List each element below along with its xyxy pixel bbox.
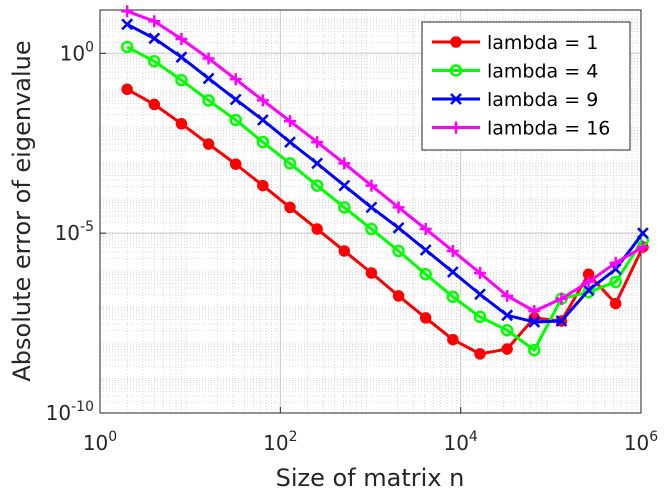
x-tick-label: 100 xyxy=(83,429,117,455)
marker xyxy=(365,179,378,192)
marker xyxy=(419,223,432,236)
marker xyxy=(229,93,242,106)
marker xyxy=(202,138,215,150)
marker xyxy=(636,241,649,254)
marker xyxy=(365,201,378,214)
marker xyxy=(202,52,215,65)
y-tick-label: 100 xyxy=(60,39,94,65)
marker xyxy=(120,40,134,54)
marker xyxy=(609,275,622,289)
marker xyxy=(555,292,568,305)
marker xyxy=(338,245,351,257)
marker xyxy=(446,266,459,278)
marker xyxy=(175,32,188,45)
marker xyxy=(500,323,514,337)
marker xyxy=(528,305,541,318)
marker xyxy=(121,83,133,96)
marker xyxy=(419,312,432,324)
x-tick-label: 106 xyxy=(624,429,658,455)
marker xyxy=(609,256,622,269)
marker xyxy=(310,179,324,192)
marker xyxy=(148,32,161,45)
legend-label: lambda = 4 xyxy=(487,61,598,83)
marker xyxy=(256,135,270,149)
marker xyxy=(256,94,269,107)
marker xyxy=(528,343,541,357)
marker xyxy=(636,227,649,240)
marker xyxy=(229,73,242,86)
x-tick-label: 102 xyxy=(263,429,297,455)
marker xyxy=(392,222,405,234)
marker xyxy=(473,310,487,324)
marker xyxy=(229,158,242,170)
marker xyxy=(175,73,188,87)
marker xyxy=(338,157,351,170)
marker xyxy=(450,93,462,105)
marker xyxy=(450,36,462,48)
marker xyxy=(311,136,324,149)
marker xyxy=(446,290,460,304)
marker xyxy=(501,343,513,355)
legend-label: lambda = 16 xyxy=(487,118,610,140)
marker xyxy=(365,222,378,236)
marker xyxy=(419,268,432,281)
marker xyxy=(474,267,486,280)
marker xyxy=(609,297,622,310)
marker xyxy=(392,290,405,302)
marker xyxy=(284,136,296,148)
marker xyxy=(501,289,514,302)
y-tick-label: 10-5 xyxy=(55,219,94,245)
marker xyxy=(202,72,215,85)
marker xyxy=(311,223,323,235)
x-tick-label: 104 xyxy=(443,429,477,455)
marker xyxy=(257,179,269,192)
marker xyxy=(392,201,405,214)
marker xyxy=(121,18,134,31)
marker xyxy=(447,333,459,346)
plot-frame xyxy=(99,9,642,414)
legend-label: lambda = 9 xyxy=(487,89,598,111)
marker xyxy=(121,5,134,18)
marker xyxy=(202,94,215,107)
marker xyxy=(582,275,595,288)
marker xyxy=(446,244,459,257)
marker xyxy=(338,179,351,192)
marker xyxy=(365,267,378,279)
marker xyxy=(229,113,242,127)
marker xyxy=(175,118,188,130)
marker xyxy=(284,201,296,214)
marker xyxy=(392,244,405,258)
series-line xyxy=(126,9,644,313)
marker xyxy=(311,157,324,170)
marker xyxy=(555,315,568,327)
marker xyxy=(474,348,486,360)
marker xyxy=(175,51,188,64)
marker xyxy=(284,115,296,128)
legend-label: lambda = 1 xyxy=(487,32,598,54)
marker xyxy=(501,309,514,322)
marker xyxy=(338,201,351,214)
marker xyxy=(474,288,486,301)
marker xyxy=(148,98,161,111)
marker xyxy=(450,121,462,134)
marker xyxy=(148,55,161,68)
x-axis-label: Size of matrix n xyxy=(276,464,465,492)
marker xyxy=(582,284,595,297)
marker xyxy=(256,114,269,126)
y-tick-label: 10-10 xyxy=(46,399,94,425)
y-axis-label: Absolute error of eigenvalue xyxy=(8,40,36,381)
marker xyxy=(419,244,432,256)
plot xyxy=(120,5,650,360)
legend: lambda = 1 lambda = 4 lambda = 9 lambda = 1… xyxy=(421,21,631,151)
marker xyxy=(283,157,297,170)
marker xyxy=(528,316,541,328)
marker xyxy=(449,64,463,77)
marker xyxy=(148,15,161,28)
